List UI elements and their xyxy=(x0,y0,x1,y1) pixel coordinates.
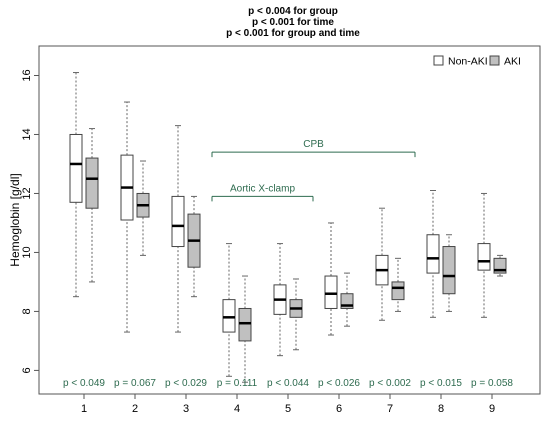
p-value-2: p = 0.067 xyxy=(114,378,156,389)
y-tick-label-5: 16 xyxy=(21,69,33,81)
box-non-aki-1 xyxy=(69,72,83,298)
y-tick-label-2: 10 xyxy=(21,246,33,258)
legend: Non-AKI AKI xyxy=(433,55,521,68)
box-non-aki-5 xyxy=(273,243,287,357)
legend-swatch-non-aki xyxy=(433,55,444,66)
p-value-4: p = 0.111 xyxy=(217,378,258,389)
box-body xyxy=(69,133,83,203)
p-value-9: p = 0.058 xyxy=(471,378,513,389)
box-body xyxy=(477,243,491,271)
box-body xyxy=(171,195,185,248)
p-value-3: p < 0.029 xyxy=(165,378,207,389)
title-line-3: p < 0.001 for group and time xyxy=(226,28,360,39)
box-non-aki-6 xyxy=(324,222,338,336)
y-tick-label-4: 14 xyxy=(21,128,33,140)
x-tick-label-2: 3 xyxy=(183,403,189,415)
legend-label-aki: AKI xyxy=(504,56,521,68)
annotation-bracket-1: Aortic X-clamp xyxy=(211,183,314,202)
box-body xyxy=(442,246,456,295)
box-non-aki-7 xyxy=(375,207,389,321)
title-line-2: p < 0.001 for time xyxy=(252,17,334,28)
title-line-1: p < 0.004 for group xyxy=(248,6,338,17)
p-value-8: p < 0.015 xyxy=(420,378,462,389)
box-aki-9 xyxy=(493,254,507,277)
box-aki-1 xyxy=(85,128,99,283)
chart-title: p < 0.004 for group p < 0.001 for time p… xyxy=(226,6,360,39)
p-value-5: p < 0.044 xyxy=(267,378,309,389)
box-aki-8 xyxy=(442,234,456,312)
x-tick-label-7: 8 xyxy=(438,403,444,415)
p-value-1: p < 0.049 xyxy=(63,378,105,389)
box-body xyxy=(222,299,236,333)
box-non-aki-2 xyxy=(120,101,134,333)
box-aki-7 xyxy=(391,257,405,312)
box-aki-6 xyxy=(340,272,354,327)
box-body xyxy=(426,234,440,274)
annotation-label-1: Aortic X-clamp xyxy=(230,183,295,194)
box-body xyxy=(324,275,338,309)
p-value-7: p < 0.002 xyxy=(369,378,411,389)
box-body xyxy=(238,307,252,342)
box-non-aki-8 xyxy=(426,190,440,318)
annotation-bracket-0: CPB xyxy=(211,139,416,158)
box-aki-2 xyxy=(136,160,150,256)
y-tick-label-3: 12 xyxy=(21,187,33,199)
y-axis-label: Hemoglobin [g/dl] xyxy=(8,173,22,266)
box-aki-3 xyxy=(187,195,201,298)
legend-label-non-aki: Non-AKI xyxy=(448,56,488,68)
x-tick-label-1: 2 xyxy=(132,403,138,415)
box-body xyxy=(85,157,99,209)
box-body xyxy=(391,281,405,301)
x-tick-label-4: 5 xyxy=(285,403,291,415)
y-tick-label-0: 6 xyxy=(21,367,33,373)
annotation-label-0: CPB xyxy=(303,139,324,150)
x-tick-label-6: 7 xyxy=(387,403,393,415)
x-tick-label-0: 1 xyxy=(81,403,87,415)
x-tick-label-8: 9 xyxy=(489,403,495,415)
box-non-aki-3 xyxy=(171,125,185,333)
x-tick-label-5: 6 xyxy=(336,403,342,415)
legend-swatch-aki xyxy=(489,55,500,66)
x-tick-label-3: 4 xyxy=(234,403,240,415)
box-non-aki-4 xyxy=(222,243,236,377)
box-aki-4 xyxy=(238,275,252,383)
plot-area-frame xyxy=(38,45,541,395)
p-value-6: p < 0.026 xyxy=(318,378,360,389)
box-non-aki-9 xyxy=(477,192,491,318)
box-aki-5 xyxy=(289,278,303,351)
y-tick-label-1: 8 xyxy=(21,308,33,314)
